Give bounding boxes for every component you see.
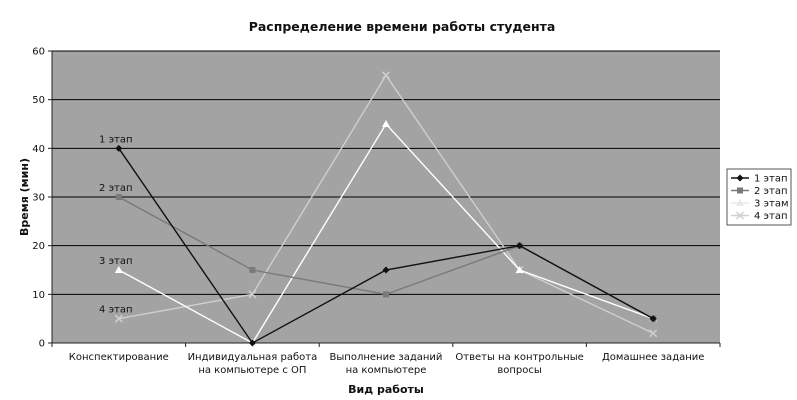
annotation-label: 4 этап — [99, 305, 133, 316]
annotation-label: 2 этап — [99, 183, 133, 194]
y-axis: 0 10 20 30 40 50 60 — [32, 47, 53, 350]
legend-label: 2 этап — [754, 186, 788, 197]
data-point — [736, 174, 744, 182]
data-point — [114, 266, 123, 273]
data-point — [736, 199, 744, 206]
data-point — [515, 266, 524, 273]
y-tick-label: 40 — [32, 144, 45, 155]
data-point — [115, 194, 122, 200]
data-point — [382, 120, 390, 127]
data-point — [516, 242, 524, 250]
data-point — [735, 211, 745, 220]
legend-entry: 1 этап — [731, 174, 788, 185]
data-point — [737, 187, 743, 194]
x-category-label: Индивидуальная работа на компьютере с ОП — [188, 352, 318, 376]
legend-entry: 3 этам — [731, 199, 789, 210]
annotation-label: 3 этап — [99, 256, 133, 267]
legend-entry: 4 этап — [731, 211, 788, 222]
y-tick-label: 50 — [32, 95, 45, 106]
chart-title: Распределение времени работы студента — [249, 19, 556, 34]
series-4-этап — [114, 71, 658, 338]
legend-label: 4 этап — [754, 211, 788, 222]
data-point — [114, 314, 123, 323]
x-category-label: Домашнее задание — [602, 352, 704, 363]
x-category-label: Ответы на контрольные вопросы — [455, 352, 583, 376]
series-1-этап — [115, 144, 657, 347]
x-category-label: Выполнение заданий на компьютере — [330, 352, 443, 376]
y-tick-label: 30 — [32, 193, 45, 204]
data-point — [383, 291, 389, 298]
data-point — [248, 339, 256, 347]
data-point — [249, 267, 256, 273]
annotations: 1 этап 2 этап 3 этап 4 этап — [99, 134, 133, 315]
data-point — [381, 71, 391, 80]
legend-label: 1 этап — [754, 174, 788, 185]
y-tick-label: 60 — [32, 47, 45, 58]
x-axis: Конспектирование Индивидуальная работа на … — [51, 342, 721, 376]
series-lines — [114, 71, 658, 347]
y-axis-title: Время (мин) — [18, 158, 31, 236]
data-point — [248, 290, 257, 299]
data-point — [115, 144, 123, 152]
x-category-label: Конспектирование — [69, 352, 169, 363]
annotation-label: 1 этап — [99, 134, 133, 145]
data-point — [382, 266, 390, 274]
y-tick-label: 10 — [32, 290, 45, 301]
legend-label: 3 этам — [754, 199, 789, 210]
legend-entry: 2 этап — [731, 186, 788, 197]
y-tick-label: 0 — [39, 339, 45, 350]
data-point — [649, 329, 658, 338]
x-axis-title: Вид работы — [348, 383, 424, 396]
y-tick-label: 20 — [32, 241, 45, 252]
data-point — [649, 315, 657, 323]
